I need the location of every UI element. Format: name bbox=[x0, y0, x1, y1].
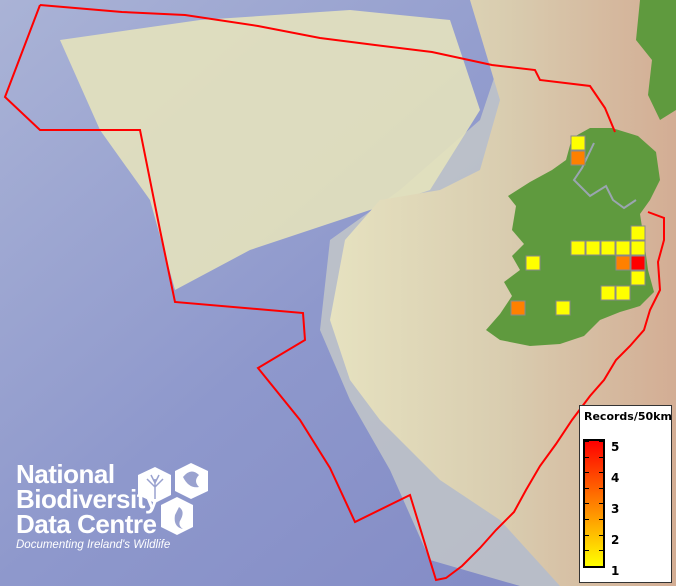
legend-tick bbox=[585, 519, 589, 520]
logo-line: Data Centre bbox=[16, 509, 157, 539]
legend-tick bbox=[599, 534, 603, 536]
legend-tick-label: 2 bbox=[611, 533, 620, 547]
legend-tick bbox=[585, 487, 589, 489]
legend-tick bbox=[585, 534, 589, 536]
record-square[interactable] bbox=[570, 150, 586, 166]
record-square[interactable] bbox=[600, 285, 616, 301]
record-square[interactable] bbox=[630, 225, 646, 241]
record-square[interactable] bbox=[600, 240, 616, 256]
legend-tick-label: 1 bbox=[611, 564, 620, 578]
legend-color-scale bbox=[583, 439, 605, 568]
record-square[interactable] bbox=[615, 285, 631, 301]
record-square[interactable] bbox=[630, 240, 646, 256]
legend-tick-label: 5 bbox=[611, 440, 620, 454]
great-britain-land bbox=[636, 0, 676, 120]
logo-tagline: Documenting Ireland's Wildlife bbox=[16, 539, 171, 551]
continental-shelf-north bbox=[60, 10, 480, 290]
record-square[interactable] bbox=[615, 255, 631, 271]
legend-tick bbox=[585, 472, 589, 474]
legend-tick bbox=[599, 472, 603, 474]
record-square[interactable] bbox=[630, 270, 646, 286]
logo-line: National bbox=[16, 459, 115, 489]
legend-tick bbox=[585, 565, 589, 567]
record-square[interactable] bbox=[555, 300, 571, 316]
legend: Records/50km 5 4 3 2 1 bbox=[579, 405, 672, 583]
legend-tick bbox=[599, 441, 603, 442]
legend-tick bbox=[585, 550, 589, 552]
eez-boundary-line bbox=[39, 4, 616, 133]
record-square[interactable] bbox=[525, 255, 541, 271]
eez-boundary-line-east bbox=[3, 4, 665, 582]
logo-line: Biodiversity bbox=[16, 484, 159, 514]
legend-tick-label: 4 bbox=[611, 471, 620, 485]
border-line bbox=[572, 142, 637, 210]
record-square[interactable] bbox=[510, 300, 526, 316]
legend-tick bbox=[585, 503, 589, 505]
legend-tick bbox=[599, 519, 603, 520]
logo-hexagons-icon bbox=[138, 463, 208, 535]
legend-tick-label: 3 bbox=[611, 502, 620, 516]
record-square[interactable] bbox=[615, 240, 631, 256]
record-square[interactable] bbox=[570, 240, 586, 256]
record-square[interactable] bbox=[630, 255, 646, 271]
legend-title: Records/50km bbox=[584, 410, 672, 423]
legend-tick bbox=[599, 550, 603, 552]
legend-tick bbox=[599, 456, 603, 458]
legend-tick bbox=[599, 487, 603, 489]
nbdc-logo: National Biodiversity Data Centre Docume… bbox=[16, 459, 171, 551]
legend-tick bbox=[599, 503, 603, 505]
record-square[interactable] bbox=[585, 240, 601, 256]
record-square[interactable] bbox=[570, 135, 586, 151]
legend-tick bbox=[599, 565, 603, 567]
legend-tick bbox=[585, 441, 589, 442]
legend-tick bbox=[585, 456, 589, 458]
record-squares bbox=[510, 135, 646, 316]
